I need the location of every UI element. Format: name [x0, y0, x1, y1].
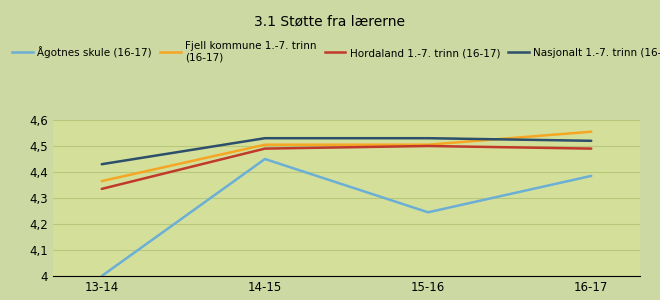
- Text: 3.1 Støtte fra lærerne: 3.1 Støtte fra lærerne: [255, 15, 405, 29]
- Legend: Ågotnes skule (16-17), Fjell kommune 1.-7. trinn
(16-17), Hordaland 1.-7. trinn : Ågotnes skule (16-17), Fjell kommune 1.-…: [12, 41, 660, 63]
